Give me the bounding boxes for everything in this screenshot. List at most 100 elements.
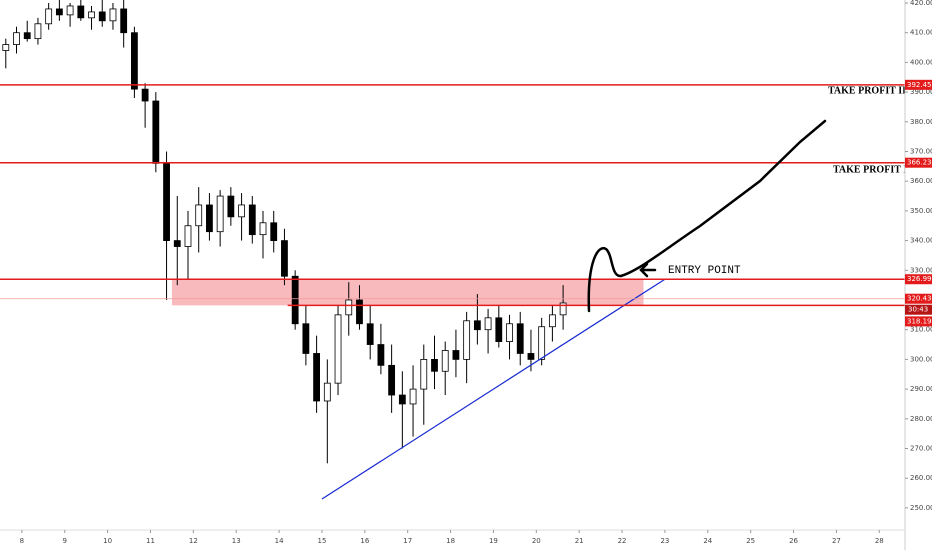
y-tick-label: 360.00 [910, 177, 932, 185]
price-label-box [905, 79, 932, 90]
x-tick-label: 12 [189, 537, 198, 545]
candle-body [88, 11, 95, 19]
candle-body [345, 299, 353, 316]
x-tick-label: 26 [789, 537, 798, 545]
candle-body [13, 32, 20, 45]
candle-body [441, 350, 449, 372]
candle-body [484, 317, 492, 331]
price-label-box [905, 274, 932, 285]
y-tick-label: 390.00 [910, 88, 932, 96]
entry-label: ENTRY POINT [668, 265, 741, 277]
candle-body [452, 350, 460, 360]
candle-body [506, 323, 513, 342]
x-tick-label: 11 [146, 537, 155, 545]
entry-zone [171, 279, 644, 306]
countdown: 30:43 [908, 306, 928, 314]
x-tick-label: 16 [360, 537, 369, 545]
x-tick-label: 15 [317, 537, 326, 545]
candle-body [184, 225, 192, 247]
x-tick-label: 23 [660, 537, 669, 545]
candle-body [2, 44, 10, 51]
x-tick-label: 14 [275, 537, 284, 545]
y-tick-label: 250.00 [910, 504, 932, 512]
candle-body [281, 240, 288, 277]
price-label-box [905, 316, 932, 327]
candle-body [238, 204, 245, 218]
candle-body [248, 204, 256, 236]
y-tick-label: 260.00 [910, 474, 932, 482]
candle-body [66, 5, 74, 16]
y-tick-label: 380.00 [910, 118, 932, 126]
candle-body [206, 204, 213, 233]
y-tick-label: 330.00 [910, 266, 932, 274]
y-tick-label: 280.00 [910, 415, 932, 423]
price-label: 318.19 [907, 317, 932, 325]
candle-body [388, 364, 396, 396]
candle-body [259, 222, 267, 236]
x-tick-label: 9 [63, 537, 67, 545]
candle-body [120, 8, 128, 34]
candle-body [163, 162, 170, 242]
y-tick-label: 310.00 [910, 326, 932, 334]
candle-body [152, 100, 160, 164]
candle-body [516, 323, 524, 354]
y-tick-label: 350.00 [910, 207, 932, 215]
candle-body [173, 240, 181, 247]
y-tick-label: 400.00 [910, 58, 932, 66]
x-tick-label: 24 [703, 537, 712, 545]
y-tick-label: 370.00 [910, 148, 932, 156]
y-tick-label: 420.00 [910, 0, 932, 7]
candle-body [55, 8, 63, 16]
candle-body [420, 359, 428, 390]
y-tick-label: 270.00 [910, 445, 932, 453]
price-label: 326.99 [907, 275, 932, 283]
candle-body [130, 32, 138, 90]
countdown-box [905, 304, 932, 315]
x-tick-label: 20 [532, 537, 541, 545]
candle-body [34, 23, 42, 40]
candle-body [195, 204, 203, 227]
y-tick-label: 300.00 [910, 355, 932, 363]
candle-body [216, 195, 224, 233]
candle-body [334, 314, 342, 384]
candle-body [548, 314, 556, 328]
entry-arrow [639, 262, 657, 278]
y-tick-label: 340.00 [910, 237, 932, 245]
x-tick-label: 8 [20, 537, 24, 545]
candle-body [270, 222, 278, 242]
candle-body [463, 320, 471, 360]
candle-body [323, 382, 331, 402]
projection-drawing [587, 119, 827, 313]
candle-body [473, 320, 481, 331]
x-tick-label: 18 [446, 537, 455, 545]
candle-body [495, 317, 503, 342]
x-tick-label: 19 [489, 537, 498, 545]
candle-body [291, 275, 299, 325]
candle-body [538, 326, 546, 360]
price-label-box [905, 157, 932, 168]
price-label: 392.45 [907, 81, 932, 89]
candle-body [431, 359, 438, 372]
candle-body [98, 11, 106, 22]
x-tick-label: 21 [575, 537, 584, 545]
candle-body [77, 5, 85, 19]
candle-body [409, 388, 417, 405]
x-tick-label: 10 [103, 537, 112, 545]
price-label: 320.43 [907, 295, 932, 303]
candle-body [366, 323, 374, 345]
candle-body [527, 353, 535, 360]
candle-body [356, 299, 363, 325]
y-tick-label: 290.00 [910, 385, 932, 393]
candle-body [141, 88, 149, 102]
x-tick-label: 22 [618, 537, 627, 545]
candle-body [313, 353, 320, 402]
x-tick-label: 13 [232, 537, 241, 545]
candle-body [109, 8, 117, 22]
y-tick-label: 410.00 [910, 29, 932, 37]
candle-body [23, 32, 31, 40]
candle-body [559, 302, 567, 316]
x-tick-label: 28 [875, 537, 884, 545]
trendline [321, 278, 666, 500]
x-tick-label: 25 [746, 537, 755, 545]
